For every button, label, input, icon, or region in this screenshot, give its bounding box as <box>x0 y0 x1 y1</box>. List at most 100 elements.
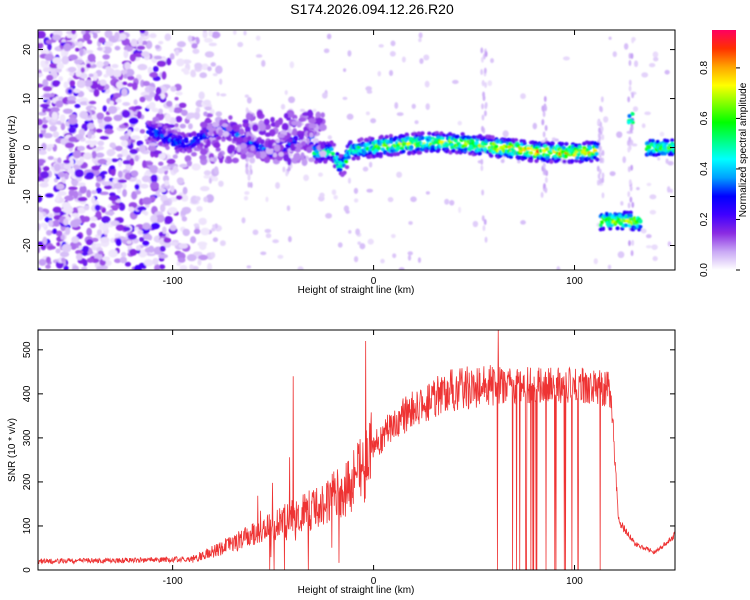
heatmap-cell <box>38 158 46 164</box>
heatmap-cell <box>53 157 59 163</box>
heatmap-cell <box>481 103 484 110</box>
heatmap-cell <box>134 226 139 231</box>
heatmap-cell <box>120 69 128 75</box>
heatmap-cell <box>213 176 219 182</box>
heatmap-cell <box>199 154 207 161</box>
heatmap-cell <box>559 141 565 146</box>
heatmap-cell <box>220 93 227 97</box>
heatmap-cell <box>155 214 165 223</box>
heatmap-cell <box>38 241 43 246</box>
heatmap-cell <box>208 30 213 37</box>
heatmap-cell <box>173 107 183 114</box>
heatmap-cell <box>487 80 493 87</box>
heatmap-cell <box>101 215 111 224</box>
heatmap-cell <box>419 58 424 64</box>
heatmap-cell <box>175 195 183 200</box>
heatmap-cell <box>121 110 131 118</box>
heatmap-cell <box>351 156 356 161</box>
heatmap-cell <box>82 245 90 252</box>
snr-series-line <box>38 330 675 570</box>
heatmap-cell <box>246 155 250 162</box>
heatmap-cell <box>113 92 122 98</box>
heatmap-cell <box>242 119 249 124</box>
heatmap-cell <box>607 264 612 270</box>
heatmap-cell <box>63 265 69 270</box>
heatmap-cell <box>45 107 52 112</box>
heatmap-cell <box>520 93 526 100</box>
heatmap-cell <box>63 43 72 52</box>
heatmap-cell <box>504 144 509 149</box>
heatmap-cell <box>45 193 54 198</box>
heatmap-cell <box>631 239 635 246</box>
heatmap-cell <box>114 31 120 41</box>
heatmap-cell <box>235 137 244 144</box>
heatmap-cell <box>64 172 69 180</box>
heatmap-cell <box>129 248 137 256</box>
heatmap-y-ticks: -20 -10 0 10 20 <box>22 44 675 253</box>
heatmap-cell <box>77 41 84 49</box>
heatmap-cell <box>599 105 602 112</box>
heatmap-cell <box>649 194 657 200</box>
heatmap-cell <box>115 224 125 231</box>
heatmap-cell <box>67 95 77 102</box>
heatmap-cell <box>211 227 216 232</box>
heatmap-cell <box>247 135 252 141</box>
heatmap-cell <box>127 245 133 250</box>
heatmap-cell <box>246 265 252 269</box>
heatmap-cell <box>63 162 72 170</box>
heatmap-cell <box>542 131 546 138</box>
heatmap-cell <box>109 165 116 170</box>
heatmap-cell <box>598 135 602 142</box>
heatmap-cell <box>628 240 631 247</box>
heatmap-cell <box>166 100 173 107</box>
heatmap-cell <box>48 219 54 227</box>
heatmap-cell <box>513 138 519 143</box>
heatmap-cell <box>95 187 102 194</box>
heatmap-cell <box>79 185 87 194</box>
snr-y-ticks: 0 100 200 300 400 500 <box>22 341 675 573</box>
heatmap-cell <box>484 102 488 109</box>
heatmap-cell <box>543 183 546 190</box>
heatmap-cell <box>91 140 98 146</box>
heatmap-cell <box>195 107 201 114</box>
heatmap-cell <box>458 206 462 214</box>
heatmap-cell <box>491 150 496 155</box>
heatmap-cell <box>95 243 102 249</box>
heatmap-cell <box>542 106 545 113</box>
heatmap-cell <box>61 257 66 263</box>
heatmap-cell <box>157 108 163 115</box>
heatmap-cell <box>58 76 64 82</box>
heatmap-cell <box>628 210 633 215</box>
heatmap-cell <box>140 79 145 88</box>
heatmap-cell <box>115 145 123 152</box>
heatmap-cell <box>595 142 600 147</box>
heatmap-cell <box>603 116 609 123</box>
heatmap-cell <box>79 111 89 119</box>
heatmap-cell <box>657 157 661 161</box>
heatmap-cell <box>255 54 263 58</box>
heatmap-y-tick-label: 10 <box>22 93 33 105</box>
heatmap-cell <box>280 103 286 110</box>
heatmap-cell <box>76 206 86 214</box>
heatmap-cell <box>346 155 352 160</box>
heatmap-cell <box>138 144 146 153</box>
heatmap-cell <box>620 201 624 206</box>
heatmap-cell <box>265 233 272 239</box>
heatmap-cell <box>250 145 256 152</box>
heatmap-cell <box>89 222 96 229</box>
heatmap-cell <box>410 196 417 203</box>
heatmap-cell <box>217 129 224 137</box>
heatmap-cell <box>542 162 546 169</box>
heatmap-cell <box>38 30 46 39</box>
heatmap-cell <box>105 66 112 71</box>
heatmap-cell <box>348 229 352 234</box>
heatmap-cell <box>160 93 166 100</box>
heatmap-cell <box>71 265 79 270</box>
heatmap-cell <box>153 55 163 60</box>
heatmap-cell <box>343 159 349 164</box>
heatmap-cell <box>243 147 248 153</box>
heatmap-cell <box>599 157 603 164</box>
heatmap-cell <box>335 152 340 157</box>
heatmap-cell <box>299 133 304 141</box>
heatmap-cell <box>191 163 201 171</box>
